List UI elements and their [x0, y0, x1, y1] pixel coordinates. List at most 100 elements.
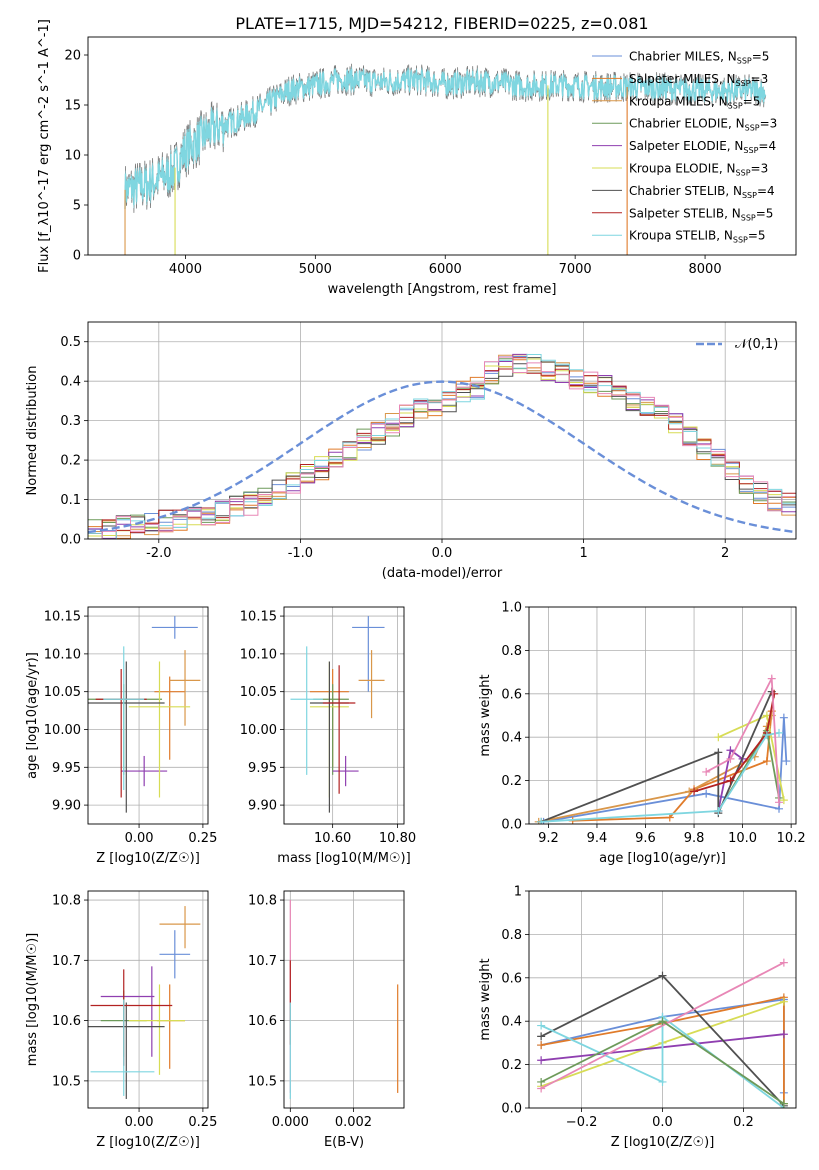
x-tick-label: -1.0 [288, 546, 313, 561]
y-tick-label: 20 [64, 49, 81, 64]
x-tick-label: −0.2 [566, 1115, 598, 1130]
plot-area [88, 906, 201, 1099]
x-tick-label: 0.2 [733, 1115, 754, 1130]
figure-title: PLATE=1715, MJD=54212, FIBERID=0225, z=0… [235, 14, 648, 33]
y-tick-label: 10 [64, 149, 81, 164]
spectrum-model-line [124, 68, 767, 210]
y-tick-label: 10.00 [240, 723, 277, 738]
weight-line [541, 732, 780, 823]
weight-marker [658, 1077, 667, 1086]
x-axis-label: mass [log10(M/M☉)] [277, 851, 410, 866]
x-tick-label: 10.2 [777, 831, 806, 846]
weight-marker [767, 674, 776, 683]
legend-label: Chabrier ELODIE, NSSP=3 [629, 117, 777, 133]
plot-area [88, 616, 201, 813]
y-tick-label: 1 [514, 885, 522, 900]
y-tick-label: 10.10 [44, 647, 81, 662]
axes-spectrum: 4000 5000 6000 7000 8000 0 5 10 15 20 wavelength [… [37, 19, 797, 297]
x-tick-label: 1 [579, 546, 587, 561]
weight-marker [658, 1017, 667, 1026]
legend-label: Kroupa STELIB, NSSP=5 [629, 229, 766, 245]
axes-age-vs-Z: 0.00 0.25 9.90 9.95 10.00 10.05 10.10 10.15 Z [l… [25, 606, 217, 866]
y-tick-label: 10.8 [52, 894, 81, 909]
x-tick-label: -2.0 [146, 546, 171, 561]
y-tick-label: 0.6 [501, 971, 522, 986]
x-tick-label: 5000 [299, 262, 332, 277]
weight-marker [779, 796, 788, 805]
x-tick-label: 10.80 [379, 831, 416, 846]
y-tick-label: 10.15 [240, 610, 277, 625]
weight-marker [658, 971, 667, 980]
x-tick-label: 0.0 [652, 1115, 673, 1130]
y-tick-label: 0.4 [501, 731, 522, 746]
y-axis-label: mass weight [478, 674, 493, 756]
x-tick-label: 2 [721, 546, 729, 561]
weight-marker [762, 731, 771, 740]
y-tick-label: 1.0 [501, 601, 522, 616]
y-tick-label: 9.90 [52, 799, 81, 814]
axes-frame [528, 606, 797, 825]
x-axis-label: E(B-V) [324, 1135, 364, 1150]
axes-frame [87, 606, 209, 825]
y-tick-label: 10.00 [44, 723, 81, 738]
plot-area [534, 674, 791, 824]
y-tick-label: 0.2 [501, 1058, 522, 1073]
y-tick-label: 10.10 [240, 647, 277, 662]
y-tick-label: 10.7 [248, 954, 277, 969]
x-axis-label: wavelength [Angstrom, rest frame] [328, 282, 557, 297]
weight-line [540, 691, 773, 823]
plot-area [124, 63, 767, 255]
weight-marker [779, 958, 788, 967]
y-tick-label: 0.1 [60, 493, 81, 508]
weight-marker [537, 1077, 546, 1086]
weight-marker [714, 748, 723, 757]
weight-marker [770, 689, 779, 698]
legend-label: Chabrier MILES, NSSP=5 [629, 50, 769, 66]
histogram-step [88, 354, 796, 539]
x-tick-label: 0.25 [188, 831, 217, 846]
y-tick-label: 5 [73, 199, 81, 214]
y-tick-label: 10.7 [52, 954, 81, 969]
weight-marker [537, 1041, 546, 1050]
weight-line [540, 961, 785, 1090]
x-tick-label: 0.00 [125, 1115, 154, 1130]
weight-marker [779, 997, 788, 1006]
legend-label: 𝒩(0,1) [735, 337, 778, 352]
x-tick-label: 0.000 [272, 1115, 309, 1130]
histogram-step [88, 356, 796, 539]
y-tick-label: 0.2 [501, 774, 522, 789]
y-axis-label: mass [log10(M/M☉)] [25, 933, 40, 1066]
x-tick-label: 9.2 [538, 831, 559, 846]
weight-marker [726, 754, 735, 763]
y-tick-label: 0.2 [60, 454, 81, 469]
y-tick-label: 0.0 [501, 1102, 522, 1117]
y-tick-label: 0.5 [60, 335, 81, 350]
axes-weight-vs-Z: −0.2 0.0 0.2 0.0 0.2 0.4 0.6 0.8 1 Z [log10(Z/Z☉)… [478, 885, 797, 1150]
x-axis-label: (data-model)/error [382, 566, 503, 581]
weight-marker [702, 767, 711, 776]
y-tick-label: 0.4 [501, 1015, 522, 1030]
y-tick-label: 10.15 [44, 610, 81, 625]
plot-area [290, 616, 385, 813]
weight-marker [779, 713, 788, 722]
weight-line [538, 715, 773, 823]
legend-label: Salpeter MILES, NSSP=3 [629, 72, 768, 88]
weight-marker [537, 1032, 546, 1041]
x-axis-label: age [log10(age/yr)] [599, 851, 726, 866]
weight-line [693, 693, 776, 793]
x-tick-label: 10.0 [728, 831, 757, 846]
x-tick-label: 4000 [169, 262, 202, 277]
x-tick-label: 6000 [429, 262, 462, 277]
x-tick-label: 0.25 [188, 1115, 217, 1130]
legend-label: Chabrier STELIB, NSSP=4 [629, 184, 775, 200]
gaussian-curve [88, 380, 796, 534]
y-tick-label: 10.05 [240, 685, 277, 700]
weight-marker [690, 787, 699, 796]
y-tick-label: 0.8 [501, 644, 522, 659]
y-axis-label: mass weight [478, 958, 493, 1040]
weight-marker [775, 798, 784, 807]
y-tick-label: 9.90 [248, 799, 277, 814]
x-tick-label: 0.00 [125, 831, 154, 846]
y-tick-label: 10.8 [248, 894, 277, 909]
x-tick-label: 9.4 [587, 831, 608, 846]
